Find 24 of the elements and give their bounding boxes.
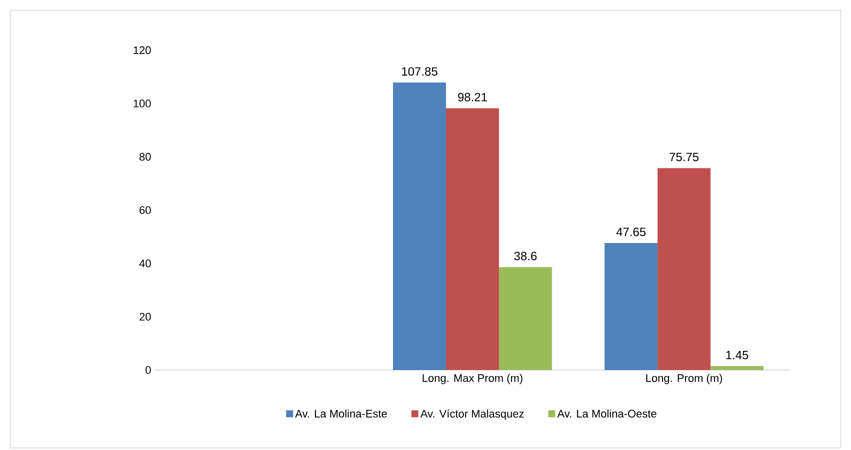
legend-label: Av. La Molina-Oeste (557, 409, 656, 418)
bar (498, 267, 552, 370)
y-tick-label: 80 (140, 152, 151, 161)
data-label: 47.65 (616, 228, 646, 236)
bar (446, 108, 499, 370)
legend-label: Av. Víctor Malasquez (420, 409, 524, 420)
y-tick-label: 20 (140, 312, 151, 321)
y-tick-label: 60 (140, 206, 151, 214)
y-tick-label: 40 (139, 259, 151, 268)
bar (393, 82, 446, 370)
data-label: 107.85 (402, 67, 438, 76)
x-tick-label: Long. Max Prom (m) (422, 374, 522, 384)
x-tick-label: Long. Prom (m) (646, 374, 722, 384)
legend-label: Av. La Molina-Este (295, 409, 387, 418)
y-tick-label: 0 (146, 366, 151, 374)
bar (710, 366, 764, 370)
y-tick-label: 100 (134, 100, 151, 108)
data-label: 75.75 (670, 152, 699, 162)
data-label: 38.6 (514, 252, 537, 260)
bar (604, 242, 658, 370)
data-label: 98.21 (458, 92, 487, 102)
bar (658, 168, 711, 370)
y-tick-label: 120 (134, 46, 151, 54)
data-label: 1.45 (726, 350, 748, 360)
